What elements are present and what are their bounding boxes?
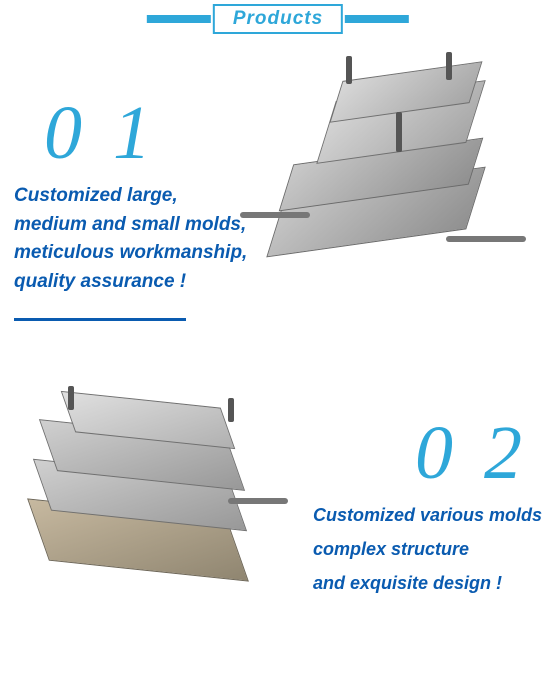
section-2-line-1: Customized various molds: [313, 498, 542, 532]
product-section-1: 0 1 Customized large, medium and small m…: [0, 42, 556, 342]
section-2-line-2: complex structure: [313, 532, 542, 566]
section-1-line-2: medium and small molds,: [14, 211, 247, 240]
mold-image-1: [246, 52, 526, 282]
header-bar-left: [147, 15, 211, 23]
header-bar-right: [345, 15, 409, 23]
mold-2-graphic: [8, 380, 288, 600]
header-title: Products: [233, 8, 323, 29]
header-title-box: Products: [213, 4, 343, 34]
header-banner: Products: [147, 4, 409, 34]
section-number-2: 0 2: [415, 410, 528, 497]
mold-1-graphic: [246, 52, 526, 282]
section-1-line-1: Customized large,: [14, 182, 247, 211]
section-1-line-3: meticulous workmanship,: [14, 239, 247, 268]
section-2-description: Customized various molds complex structu…: [313, 498, 542, 601]
section-2-line-3: and exquisite design !: [313, 566, 542, 600]
section-number-1: 0 1: [44, 90, 157, 177]
product-section-2: 0 2 Customized various molds complex str…: [0, 370, 556, 690]
section-1-line-4: quality assurance !: [14, 268, 247, 297]
mold-image-2: [8, 380, 288, 600]
section-1-description: Customized large, medium and small molds…: [14, 182, 247, 296]
section-divider-1: [14, 318, 186, 321]
